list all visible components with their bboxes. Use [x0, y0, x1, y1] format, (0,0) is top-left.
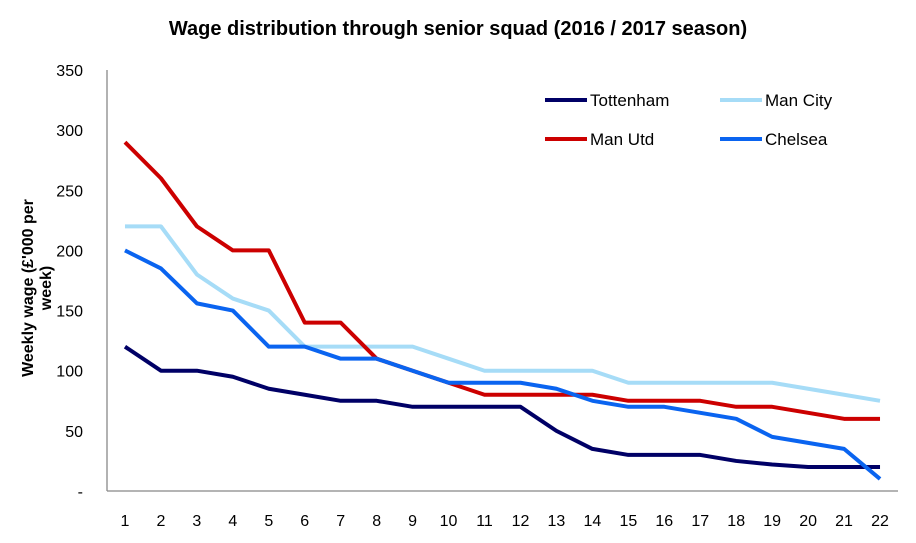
x-tick-label: 10 [440, 513, 458, 530]
x-tick-label: 16 [655, 513, 673, 530]
y-tick-label: 250 [56, 183, 83, 200]
y-tick-label: 200 [56, 243, 83, 260]
series-line-man-city [124, 224, 881, 403]
series-line-tottenham [123, 344, 881, 469]
legend-label: Man Utd [590, 130, 654, 149]
x-tick-label: 7 [336, 513, 345, 530]
x-tick-label: 12 [512, 513, 530, 530]
x-tick-label: 20 [799, 513, 817, 530]
x-tick-label: 3 [192, 513, 201, 530]
x-tick-label: 22 [871, 513, 889, 530]
legend-label: Tottenham [590, 91, 669, 110]
legend-label: Chelsea [765, 130, 828, 149]
x-tick-label: 6 [300, 513, 309, 530]
y-tick-label: 100 [56, 364, 83, 381]
y-tick-label: 350 [56, 63, 83, 80]
x-tick-label: 1 [121, 513, 130, 530]
chart-title: Wage distribution through senior squad (… [168, 18, 748, 40]
x-tick-label: 9 [408, 513, 417, 530]
series-line-man-utd [123, 140, 881, 421]
series-line-chelsea [124, 248, 882, 481]
y-tick-label: 50 [65, 424, 83, 441]
x-tick-label: 15 [619, 513, 637, 530]
x-tick-label: 18 [727, 513, 745, 530]
x-tick-label: 14 [583, 513, 601, 530]
legend-label: Man City [765, 91, 833, 110]
x-tick-label: 5 [264, 513, 273, 530]
x-tick-label: 11 [476, 513, 493, 530]
y-tick-label: 300 [56, 123, 83, 140]
x-tick-label: 2 [156, 513, 165, 530]
x-tick-label: 8 [372, 513, 381, 530]
x-tick-label: 4 [228, 513, 237, 530]
x-tick-label: 17 [691, 513, 709, 530]
y-tick-label: - [78, 484, 83, 501]
y-tick-label: 150 [56, 304, 83, 321]
x-tick-label: 19 [763, 513, 781, 530]
x-tick-label: 21 [835, 513, 853, 530]
x-tick-label: 13 [548, 513, 566, 530]
